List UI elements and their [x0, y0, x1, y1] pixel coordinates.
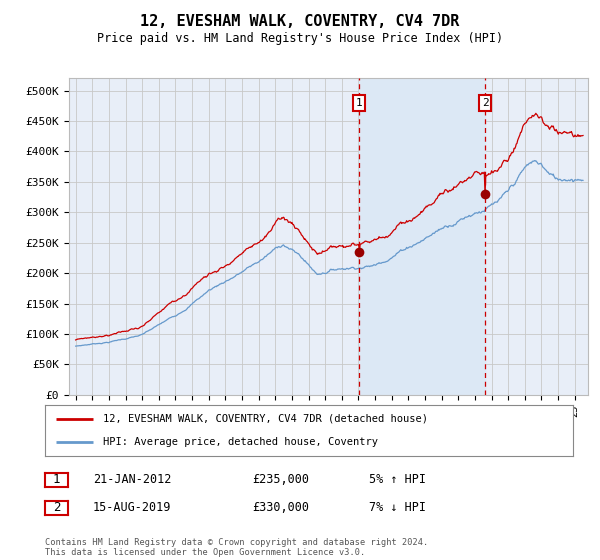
Text: 15-AUG-2019: 15-AUG-2019 [93, 501, 172, 515]
Text: HPI: Average price, detached house, Coventry: HPI: Average price, detached house, Cove… [103, 437, 378, 447]
Text: 7% ↓ HPI: 7% ↓ HPI [369, 501, 426, 515]
Text: 21-JAN-2012: 21-JAN-2012 [93, 473, 172, 487]
Text: Contains HM Land Registry data © Crown copyright and database right 2024.
This d: Contains HM Land Registry data © Crown c… [45, 538, 428, 557]
Text: 2: 2 [53, 501, 60, 515]
Text: 1: 1 [53, 473, 60, 487]
Bar [359, 78, 485, 395]
Text: 2: 2 [482, 98, 488, 108]
Text: 1: 1 [356, 98, 362, 108]
Text: £330,000: £330,000 [252, 501, 309, 515]
Text: 5% ↑ HPI: 5% ↑ HPI [369, 473, 426, 487]
Text: 12, EVESHAM WALK, COVENTRY, CV4 7DR (detached house): 12, EVESHAM WALK, COVENTRY, CV4 7DR (det… [103, 414, 428, 424]
Text: 12, EVESHAM WALK, COVENTRY, CV4 7DR: 12, EVESHAM WALK, COVENTRY, CV4 7DR [140, 14, 460, 29]
Text: £235,000: £235,000 [252, 473, 309, 487]
Text: Price paid vs. HM Land Registry's House Price Index (HPI): Price paid vs. HM Land Registry's House … [97, 32, 503, 45]
